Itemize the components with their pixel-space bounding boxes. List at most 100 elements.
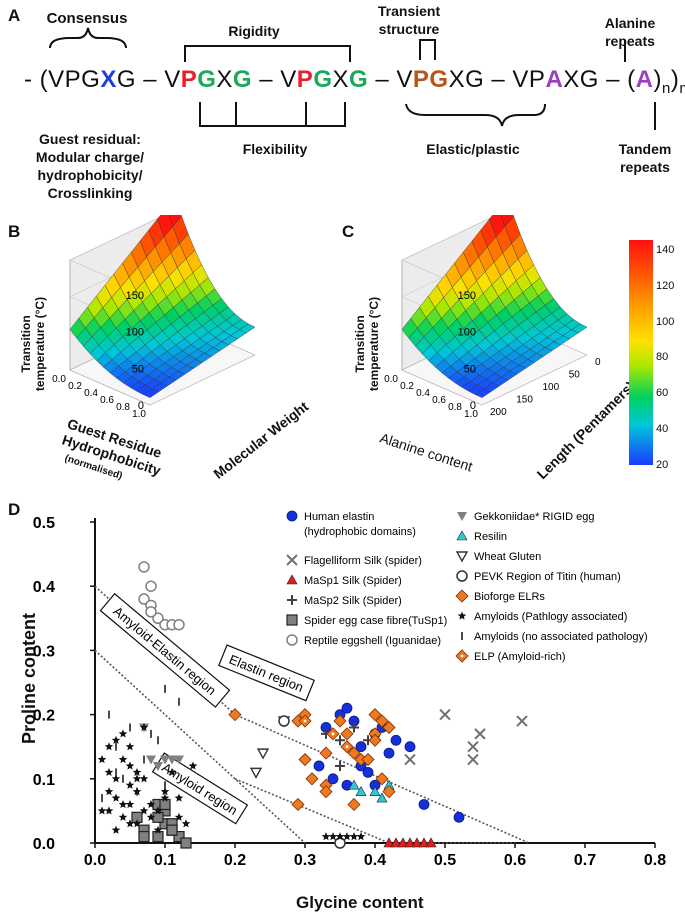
point-human-elastin	[355, 741, 367, 753]
series-flagelliform-silk-spider	[404, 708, 528, 766]
x-tick-label: 0.4	[84, 388, 98, 399]
point-wheat-gluten	[249, 767, 263, 779]
legend-item: Bioforge ELRs	[455, 589, 545, 603]
y-tick-label: 0.2	[33, 708, 55, 725]
legend-marker-dot	[460, 654, 464, 658]
point-bioforge-elrs	[298, 752, 312, 767]
x-tick-label: 0.4	[416, 388, 430, 399]
point-human-elastin	[327, 773, 339, 785]
legend-sublabel: (hydrophobic domains)	[304, 526, 416, 538]
point-reptile-eggshell-iguanidae	[138, 561, 150, 573]
tandem-repeats-label: Tandem repeats	[618, 141, 672, 175]
point-bioforge-elrs	[228, 708, 242, 722]
x-tick-label: 0.4	[364, 852, 386, 869]
point-amyloids-pathlogy-associated	[328, 832, 338, 841]
y-tick-label: 0.4	[33, 579, 55, 596]
point-reptile-eggshell-iguanidae	[152, 612, 164, 625]
point-human-elastin	[390, 734, 402, 746]
point-human-elastin	[453, 811, 465, 823]
legend-marker	[457, 512, 467, 521]
series-gekkoniidae-rigid-egg	[139, 723, 184, 771]
x-tick-label: 0.1	[154, 852, 176, 869]
y-tick-label: 0.0	[33, 836, 55, 853]
legend-label: ELP (Amyloid-rich)	[474, 651, 566, 663]
z-tick-label: 100	[126, 327, 144, 339]
point-amyloids-pathlogy-associated	[118, 800, 128, 809]
z-tick-label: 0	[138, 400, 144, 412]
legend-item: Gekkoniidae* RIGID egg	[457, 511, 594, 523]
point-amyloids-pathlogy-associated	[160, 793, 170, 802]
legend-label: Human elastin	[304, 511, 374, 523]
x-tick-label: 0.8	[448, 402, 462, 413]
legend-item: MaSp1 Silk (Spider)	[286, 574, 402, 587]
legend-label: MaSp2 Silk (Spider)	[304, 595, 402, 607]
elastic-brace	[405, 103, 546, 127]
point-bioforge-elrs	[347, 797, 361, 812]
series-spider-egg-case-fibre-tusp1	[131, 798, 192, 849]
point-spider-egg-case-fibre-tusp1	[173, 830, 185, 843]
panel-d-label: D	[8, 500, 21, 519]
point-masp1-silk-spider	[383, 837, 395, 848]
x-tick-label: 0.2	[68, 381, 82, 392]
flexibility-bracket	[199, 102, 346, 127]
z-tick-label: 100	[458, 327, 476, 339]
point-amyloids-pathlogy-associated	[97, 806, 107, 815]
point-amyloids-pathlogy-associated	[132, 774, 142, 783]
panel-c-label: C	[342, 222, 355, 241]
point-gekkoniidae-rigid-egg	[167, 755, 177, 765]
x-tick-label: 0.2	[224, 852, 246, 869]
point-wheat-gluten	[256, 748, 270, 760]
point-amyloids-pathlogy-associated	[125, 780, 135, 789]
point-elp-amyloid-rich-dot	[331, 732, 335, 736]
point-bioforge-elrs	[375, 772, 389, 786]
point-bioforge-elrs	[368, 708, 382, 722]
x-tick-label: 0.6	[504, 852, 526, 869]
consensus-brace	[49, 27, 127, 49]
y-tick-label: 100	[543, 382, 560, 393]
point-amyloids-pathlogy-associated	[139, 806, 149, 815]
point-amyloids-pathlogy-associated	[139, 722, 149, 732]
alanine-repeats-label: Alanine repeats	[604, 15, 656, 49]
point-flagelliform-silk-spider	[516, 715, 528, 727]
point-human-elastin	[362, 766, 374, 778]
point-human-elastin	[383, 747, 395, 759]
series-masp1-silk-spider	[383, 837, 437, 848]
point-amyloids-pathlogy-associated	[146, 800, 156, 809]
legend-label: Spider egg case fibre(TuSp1)	[304, 615, 447, 627]
elastin-region-label-box	[218, 644, 315, 702]
legend-marker	[456, 530, 468, 541]
point-masp2-silk-spider	[349, 722, 359, 733]
legend-label: Amyloids (no associated pathology)	[474, 631, 648, 643]
point-bioforge-elrs	[368, 733, 382, 747]
guest-residual-label: Guest residual: Modular charge/hydrophobi…	[35, 131, 145, 201]
point-bioforge-elrs	[340, 727, 354, 741]
surface-B: 0 50 100 150 0.00.20.40.60.81.0	[52, 215, 256, 420]
legend-item: Flagelliform Silk (spider)	[286, 554, 422, 567]
x-tick-label: 0.8	[116, 402, 130, 413]
colorbar-ticks: 140 120 100 80 60 40 20	[656, 244, 675, 471]
panel-a-brackets	[49, 27, 656, 130]
point-gekkoniidae-rigid-egg	[153, 761, 163, 771]
surface-cell	[239, 323, 256, 334]
point-spider-egg-case-fibre-tusp1	[180, 837, 192, 849]
x-tick-label: 0.2	[400, 381, 414, 392]
point-masp1-silk-spider	[397, 837, 409, 848]
surface-plots: 0501001500.00.20.40.60.81.00501001501.00…	[52, 215, 601, 420]
point-amyloids-pathlogy-associated	[181, 819, 191, 828]
point-gekkoniidae-rigid-egg	[160, 755, 170, 765]
x-tick-label: 1.0	[464, 409, 478, 420]
point-bioforge-elrs	[319, 785, 333, 799]
point-flagelliform-silk-spider	[404, 753, 416, 766]
point-amyloids-pathlogy-associated	[139, 774, 149, 783]
panel-b-label: B	[8, 222, 21, 241]
legend-item: PEVK Region of Titin (human)	[456, 570, 621, 583]
series-amyloids-pathlogy-associated	[97, 722, 366, 841]
legend-marker	[286, 574, 298, 585]
legend-marker	[456, 570, 468, 582]
z-tick-label: 150	[458, 290, 476, 302]
point-bioforge-elrs	[305, 772, 319, 786]
point-bioforge-elrs	[291, 797, 305, 812]
y-tick-label: 200	[490, 407, 507, 418]
legend-label: Amyloids (Pathlogy associated)	[474, 611, 627, 623]
y-tick-label: 0.5	[33, 515, 55, 532]
